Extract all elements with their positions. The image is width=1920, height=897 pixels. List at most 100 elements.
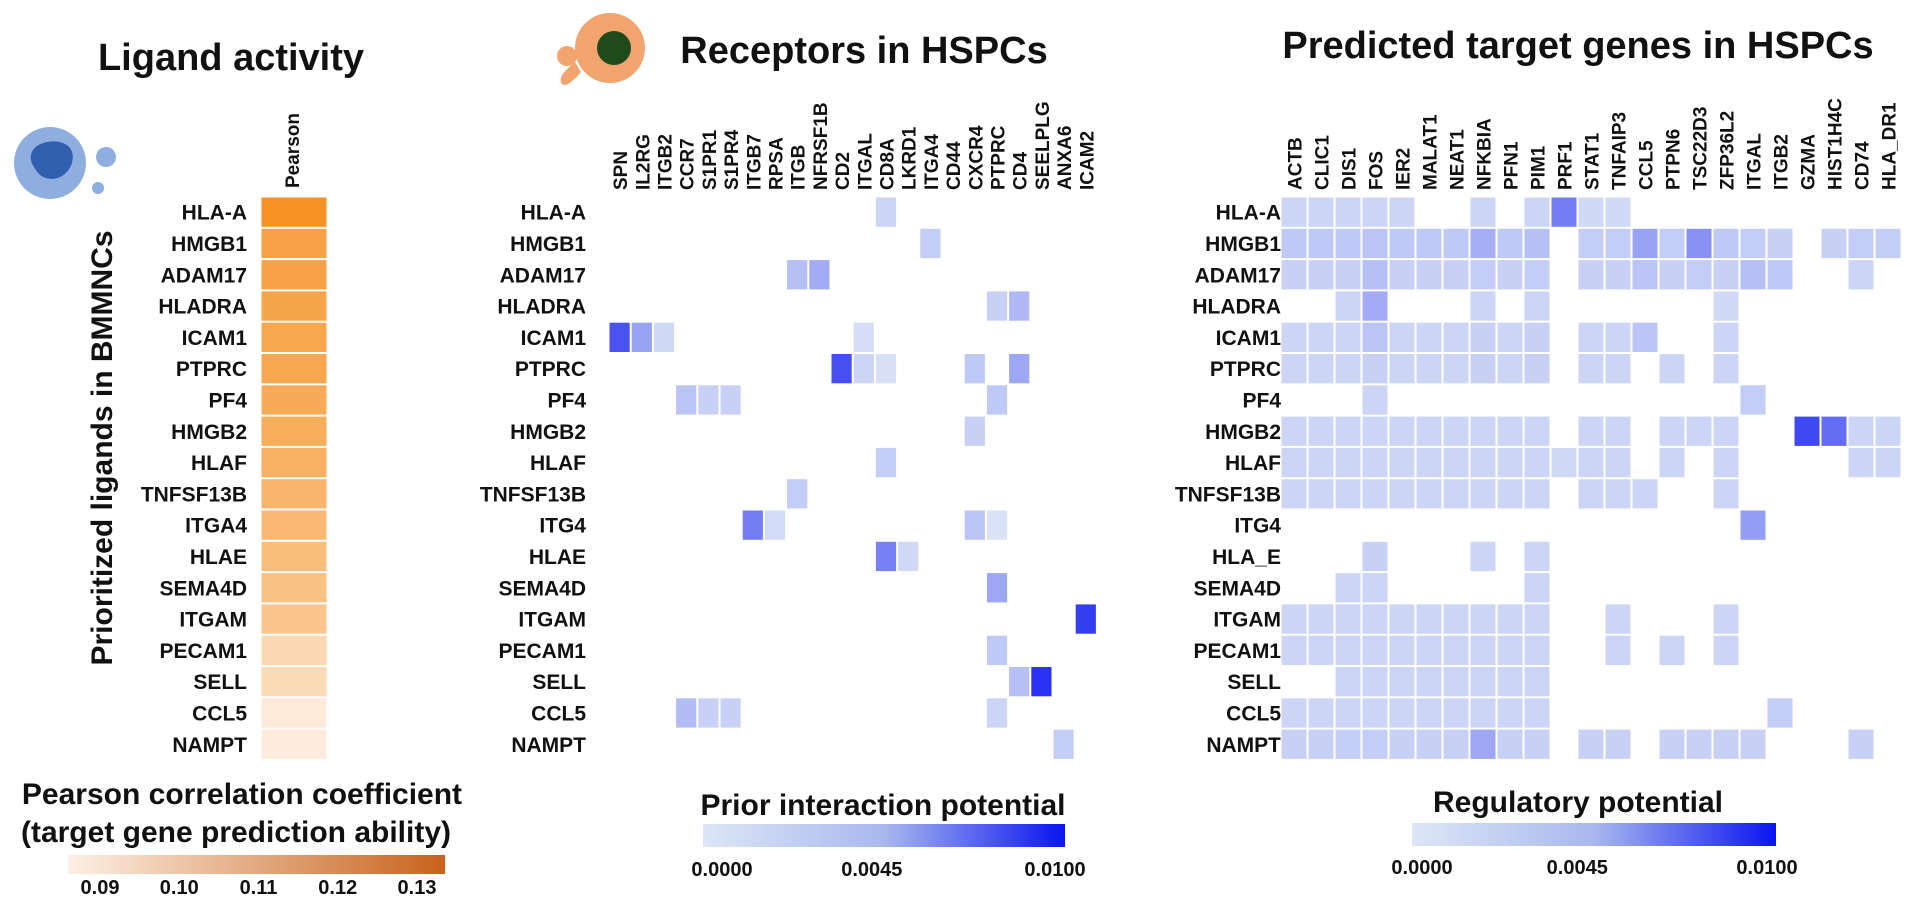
panel3-cell-adam17-tnfaip3 (1604, 259, 1632, 291)
legend-regulatory-tick-0-0045: 0.0045 (1547, 857, 1608, 879)
panel3-cell-hmgb1-ccl5 (1631, 227, 1659, 260)
panel3-cell-adam17-itgal (1739, 259, 1767, 291)
panel3-col-label-tnfaip3: TNFAIP3 (1610, 112, 1631, 190)
panel2-row-label-sema4d: SEMA4D (498, 577, 586, 600)
panel3-cell-itgam-nfkbia (1469, 603, 1497, 635)
panel3-cell-adam17-malat1 (1415, 259, 1443, 291)
panel3-row-label-itgam: ITGAM (1213, 609, 1281, 632)
panel2-row-label-ccl5: CCL5 (531, 702, 586, 725)
panel2-cell-pf4-s1pr4 (719, 384, 742, 416)
pearson-cell-sell (260, 666, 328, 698)
pearson-cell-hladra (260, 290, 328, 322)
panel2-col-label-s1pr4: S1PR4 (722, 129, 743, 190)
panel3-row-label-hlaf: HLAF (1225, 452, 1281, 475)
panel2-row-label-hmgb1: HMGB1 (510, 233, 586, 256)
legend-regulatory: Regulatory potential 0.0000 0.0045 0.0100 (1391, 786, 1797, 879)
panel3-cell-hladra-nfkbia (1469, 290, 1497, 322)
panel3-cell-ptprc-nfkbia (1469, 353, 1497, 385)
y-axis-label: Prioritized ligands in BMMNCs (86, 230, 119, 665)
pearson-cell-hla-a (260, 196, 328, 228)
panel2-cell-hladra-cd4 (1008, 290, 1031, 322)
panel3-cell-hmgb2-fos (1361, 415, 1389, 447)
panel3-cell-hmgb1-nfkbia (1469, 227, 1497, 260)
legend-pearson-tick-0-13: 0.13 (398, 877, 437, 897)
panel3-cell-ptprc-clic1 (1307, 353, 1335, 385)
panel3-cell-hmgb2-pfn1 (1496, 415, 1524, 447)
panel2-cell-itg4-rpsa (763, 509, 787, 541)
panel3-cell-hmgb2-tsc22d3 (1685, 415, 1713, 447)
panel3-cell-hmgb1-tnfaip3 (1604, 227, 1632, 260)
panel2-cell-ccl5-s1pr1 (697, 697, 720, 729)
panel2-col-label-itga4: ITGA4 (922, 134, 943, 190)
panel3-row-label-ptprc: PTPRC (1210, 358, 1281, 381)
panel2-cell-hladra-ptprc (985, 290, 1009, 322)
panel3-cell-nampt-nfkbia (1469, 728, 1497, 760)
panel3-col-label-pim1: PIM1 (1529, 145, 1550, 190)
panel2-cell-ccl5-ptprc (985, 697, 1009, 729)
panel1-row-labels: HLA-A HMGB1 ADAM17 HLADRA ICAM1 PTPRC PF4 HMGB2… (141, 202, 248, 757)
panel3-title: Predicted target genes in HSPCs (1282, 25, 1873, 67)
legend-pearson: Pearson correlation coefficient (target … (21, 778, 462, 897)
panel3-col-label-ier2: IER2 (1394, 148, 1415, 190)
pearson-cell-ptprc (260, 353, 328, 385)
panel3-cell-hladra-dis1 (1334, 290, 1362, 322)
legend-pearson-title-line1: Pearson correlation coefficient (22, 778, 462, 811)
panel3-cell-hlaf-prf1 (1550, 446, 1578, 479)
panel3-col-label-itgal: ITGAL (1745, 133, 1766, 190)
panel3-cell-adam17-itgb2 (1766, 259, 1794, 291)
panel2-row-label-itgam: ITGAM (518, 609, 586, 632)
panel3-cell-sell-malat1 (1415, 666, 1443, 698)
panel3-cell-hmgb1-hla-dr1 (1874, 227, 1902, 260)
panel3-cell-tnfsf13b-pfn1 (1496, 478, 1524, 510)
panel2-col-label-il2rg: IL2RG (633, 134, 654, 190)
panel3-cell-hlaf-tnfaip3 (1604, 446, 1632, 479)
panel3-cell-hla-a-prf1 (1550, 196, 1578, 228)
panel3-cell-hmgb1-stat1 (1577, 227, 1605, 260)
panel3-row-labels: HLA-A HMGB1 ADAM17 HLADRA ICAM1 PTPRC PF4 HMGB2… (1175, 202, 1282, 757)
panel2-cell-pecam1-ptprc (985, 634, 1009, 667)
panel1-row-label-adam17: ADAM17 (161, 264, 247, 287)
panel3-cell-icam1-tnfaip3 (1604, 321, 1632, 354)
panel3-cell-sell-neat1 (1442, 666, 1470, 698)
panel3-cell-nampt-neat1 (1442, 728, 1470, 760)
panel3-cell-hla-a-dis1 (1334, 196, 1362, 228)
panel3-cell-nampt-stat1 (1577, 728, 1605, 760)
panel3-cell-adam17-pim1 (1523, 259, 1551, 291)
panel3-cell-itgam-zfp36l2 (1712, 603, 1740, 635)
panel3-cell-icam1-actb (1280, 321, 1308, 354)
panel2-cell-hlae-lkrd1 (897, 540, 920, 573)
legend-pearson-tick-0-11: 0.11 (240, 877, 278, 897)
pearson-cell-nampt (260, 728, 328, 760)
panel2-cell-sell-seelplg (1030, 666, 1053, 698)
panel3-cell-icam1-pfn1 (1496, 321, 1524, 354)
panel2-cell-pf4-ptprc (985, 384, 1009, 416)
panel2-col-label-itgb2: ITGB2 (656, 134, 677, 190)
panel3-cell-ccl5-pim1 (1523, 697, 1551, 729)
panel3-cell-adam17-neat1 (1442, 259, 1470, 291)
panel2-cell-icam1-itgb2 (652, 321, 676, 354)
panel3-col-label-gzma: GZMA (1799, 134, 1820, 190)
panel3-cell-pf4-itgal (1739, 384, 1767, 416)
panel3-row-label-pecam1: PECAM1 (1193, 640, 1281, 663)
legend-pearson-tick-0-09: 0.09 (81, 877, 120, 897)
panel3-cell-ptprc-dis1 (1334, 353, 1362, 385)
panel3-row-label-tnfsf13b: TNFSF13B (1175, 483, 1281, 506)
panel3-cell-ptprc-ier2 (1388, 353, 1416, 385)
panel3-row-label-icam1: ICAM1 (1216, 327, 1282, 350)
panel3-cell-hmgb1-zfp36l2 (1712, 227, 1740, 260)
panel2-cell-icam1-itgal (852, 321, 875, 354)
panel3-col-label-itgb2: ITGB2 (1772, 134, 1793, 190)
panel3-cell-hlaf-stat1 (1577, 446, 1605, 479)
panel2-cell-hmgb2-cxcr4 (963, 415, 986, 447)
panel2-cell-hla-a-cd8a (874, 196, 898, 228)
panel3-cell-hlaf-cd74 (1847, 446, 1875, 479)
legend-prior-interaction: Prior interaction potential 0.0000 0.0045… (691, 789, 1085, 881)
panel3-row-label-hla-a: HLA-A (1216, 202, 1281, 225)
pearson-cell-icam1 (260, 321, 328, 354)
panel3-cell-adam17-ier2 (1388, 259, 1416, 291)
hspc-cell-icon (557, 13, 645, 86)
panel3-cell-hmgb1-pim1 (1523, 227, 1551, 260)
panel3-cell-ptprc-zfp36l2 (1712, 353, 1740, 385)
panel3-cell-icam1-zfp36l2 (1712, 321, 1740, 354)
